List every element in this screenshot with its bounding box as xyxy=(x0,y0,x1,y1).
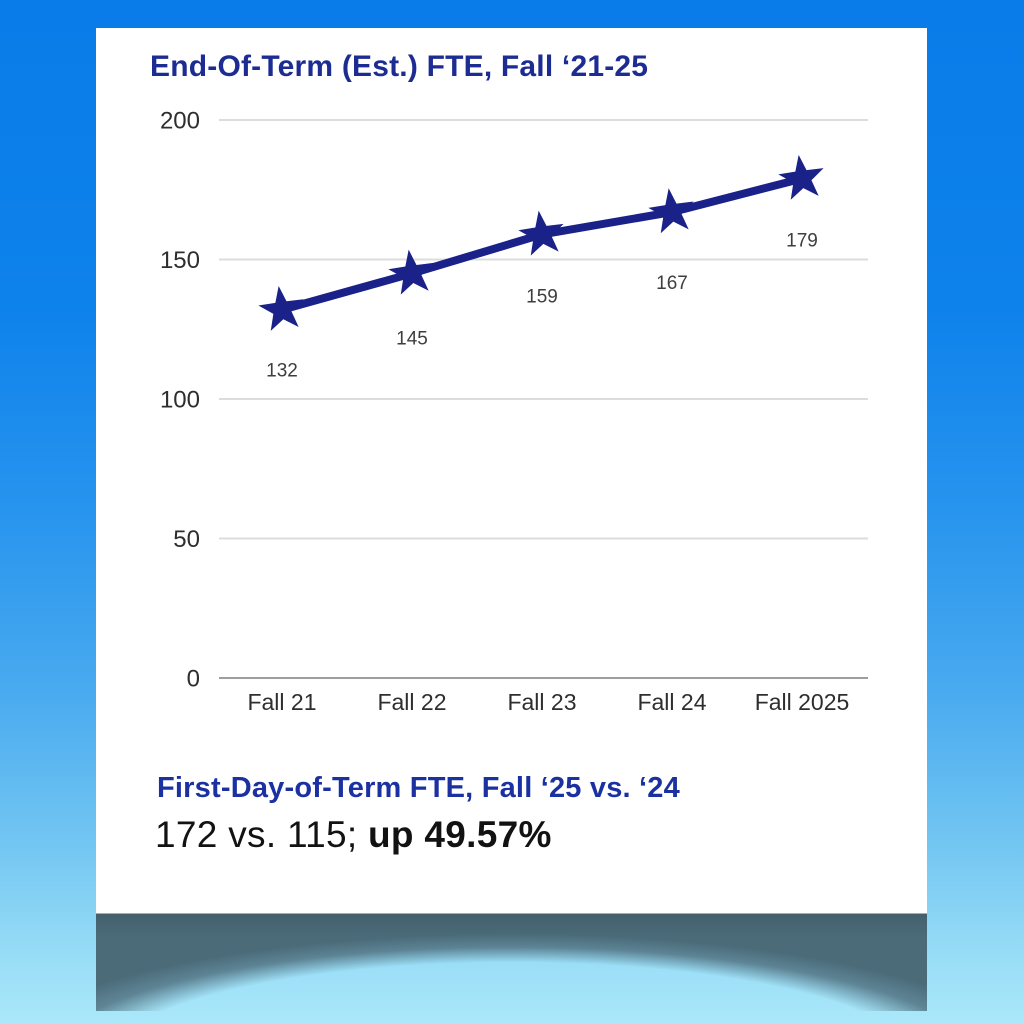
data-label: 145 xyxy=(396,328,428,349)
x-category-label: Fall 23 xyxy=(507,689,576,715)
data-point-star xyxy=(648,188,694,234)
y-tick-label: 50 xyxy=(173,526,200,553)
data-point-star xyxy=(518,210,564,256)
comparison-subtitle: First-Day-of-Term FTE, Fall ‘25 vs. ‘24 xyxy=(157,772,680,804)
data-point-star xyxy=(258,285,304,331)
y-tick-label: 100 xyxy=(160,387,200,414)
x-category-label: Fall 21 xyxy=(247,689,316,715)
stats-values: 172 vs. 115; xyxy=(155,814,369,855)
x-category-label: Fall 22 xyxy=(377,689,446,715)
y-tick-label: 0 xyxy=(187,666,200,693)
data-point-star xyxy=(778,154,824,200)
data-label: 179 xyxy=(786,231,818,252)
card-bottom-shadow xyxy=(96,913,927,1011)
y-tick-label: 150 xyxy=(160,247,200,274)
stats-percent-change: up 49.57% xyxy=(368,814,552,855)
x-category-label: Fall 2025 xyxy=(755,689,850,715)
chart-title: End-Of-Term (Est.) FTE, Fall ‘21-25 xyxy=(150,50,649,83)
report-card: End-Of-Term (Est.) FTE, Fall ‘21-25 0 50 1… xyxy=(96,28,927,913)
comparison-stats: 172 vs. 115; up 49.57% xyxy=(155,814,552,856)
fte-line-chart: 0 50 100 150 200 132 145 159 167 179 Fall 21 Fall 2… xyxy=(160,108,868,715)
data-point-star xyxy=(388,249,434,295)
y-tick-label: 200 xyxy=(160,108,200,135)
data-label: 132 xyxy=(266,361,298,382)
data-label: 159 xyxy=(526,286,558,307)
data-label: 167 xyxy=(656,273,688,294)
x-category-label: Fall 24 xyxy=(637,689,706,715)
